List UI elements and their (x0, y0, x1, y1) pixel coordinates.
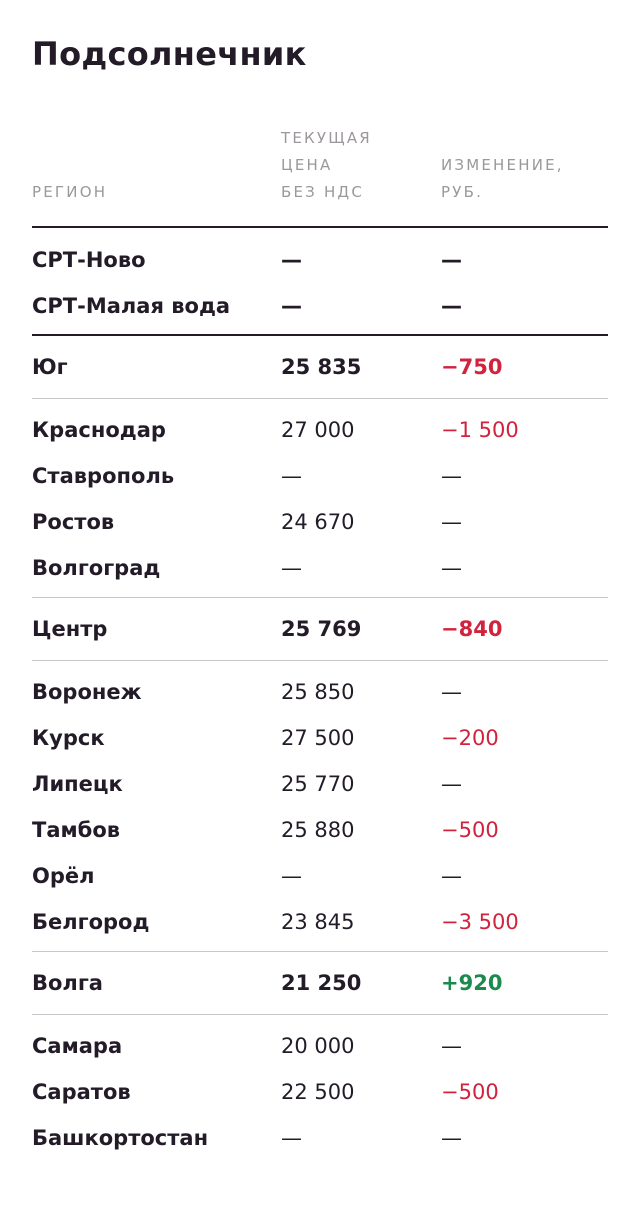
price-value: 27 000 (281, 418, 355, 442)
price-value: — (281, 556, 302, 580)
region-name: Курск (32, 726, 105, 750)
table-row: Орёл — — (32, 853, 608, 899)
column-header-region: РЕГИОН (32, 183, 108, 201)
region-name: Юг (32, 355, 68, 379)
price-value: 23 845 (281, 910, 355, 934)
page-title: Подсолнечник (32, 35, 307, 73)
region-name: Белгород (32, 910, 150, 934)
table-row: СРТ-Малая вода — — (32, 283, 608, 329)
change-value: −840 (441, 617, 503, 641)
summary-row-volga: Волга 21 250 +920 (32, 951, 608, 1015)
price-value: 25 850 (281, 680, 355, 704)
change-value: — (441, 1126, 462, 1150)
region-name: Самара (32, 1034, 123, 1058)
column-header-price: ТЕКУЩАЯ ЦЕНА БЕЗ НДС (281, 129, 372, 201)
table-row: Липецк 25 770 — (32, 761, 608, 807)
table-row: Башкортостан — — (32, 1115, 608, 1161)
table-row: Тамбов 25 880 −500 (32, 807, 608, 853)
change-value: −3 500 (441, 910, 519, 934)
table-header: РЕГИОН ТЕКУЩАЯ ЦЕНА БЕЗ НДС ИЗМЕНЕНИЕ, Р… (32, 120, 608, 228)
table-row: Ставрополь — — (32, 453, 608, 499)
change-value: −1 500 (441, 418, 519, 442)
table-row: Саратов 22 500 −500 (32, 1069, 608, 1115)
change-value: −500 (441, 818, 499, 842)
change-value: −500 (441, 1080, 499, 1104)
table-row: Воронеж 25 850 — (32, 669, 608, 715)
change-value: — (441, 772, 462, 796)
region-name: Волга (32, 971, 103, 995)
column-header-change: ИЗМЕНЕНИЕ, РУБ. (441, 156, 564, 201)
table-row: Волгоград — — (32, 545, 608, 591)
price-value: 24 670 (281, 510, 355, 534)
region-name: Тамбов (32, 818, 121, 842)
region-name: СРТ-Малая вода (32, 294, 231, 318)
change-value: — (441, 680, 462, 704)
price-value: 27 500 (281, 726, 355, 750)
price-value: 25 835 (281, 355, 362, 379)
price-value: 20 000 (281, 1034, 355, 1058)
region-name: Волгоград (32, 556, 161, 580)
region-name: Липецк (32, 772, 123, 796)
region-name: Орёл (32, 864, 95, 888)
summary-row-center: Центр 25 769 −840 (32, 597, 608, 661)
change-value: — (441, 864, 462, 888)
price-value: — (281, 1126, 302, 1150)
region-name: Башкортостан (32, 1126, 209, 1150)
price-value: 25 770 (281, 772, 355, 796)
region-name: Центр (32, 617, 108, 641)
change-value: — (441, 294, 462, 318)
table-row: Белгород 23 845 −3 500 (32, 899, 608, 945)
region-name: Краснодар (32, 418, 166, 442)
center-group: Воронеж 25 850 — Курск 27 500 −200 Липец… (32, 669, 608, 945)
price-value: 22 500 (281, 1080, 355, 1104)
south-group: Краснодар 27 000 −1 500 Ставрополь — — Р… (32, 407, 608, 591)
table-row: Самара 20 000 — (32, 1023, 608, 1069)
price-value: 25 880 (281, 818, 355, 842)
change-value: −750 (441, 355, 503, 379)
change-value: — (441, 1034, 462, 1058)
region-name: Ростов (32, 510, 115, 534)
price-value: 21 250 (281, 971, 362, 995)
region-name: Воронеж (32, 680, 142, 704)
price-value: — (281, 864, 302, 888)
table-row: Ростов 24 670 — (32, 499, 608, 545)
change-value: — (441, 248, 462, 272)
table-row: СРТ-Ново — — (32, 237, 608, 283)
price-value: — (281, 294, 302, 318)
change-value: — (441, 556, 462, 580)
price-value: 25 769 (281, 617, 362, 641)
region-name: СРТ-Ново (32, 248, 146, 272)
price-value: — (281, 464, 302, 488)
table-row: Краснодар 27 000 −1 500 (32, 407, 608, 453)
price-value: — (281, 248, 302, 272)
summary-row-south: Юг 25 835 −750 (32, 334, 608, 399)
srt-group: СРТ-Ново — — СРТ-Малая вода — — (32, 237, 608, 329)
change-value: — (441, 510, 462, 534)
change-value: −200 (441, 726, 499, 750)
table-row: Курск 27 500 −200 (32, 715, 608, 761)
region-name: Саратов (32, 1080, 131, 1104)
change-value: — (441, 464, 462, 488)
change-value: +920 (441, 971, 503, 995)
region-name: Ставрополь (32, 464, 175, 488)
volga-group: Самара 20 000 — Саратов 22 500 −500 Башк… (32, 1023, 608, 1161)
